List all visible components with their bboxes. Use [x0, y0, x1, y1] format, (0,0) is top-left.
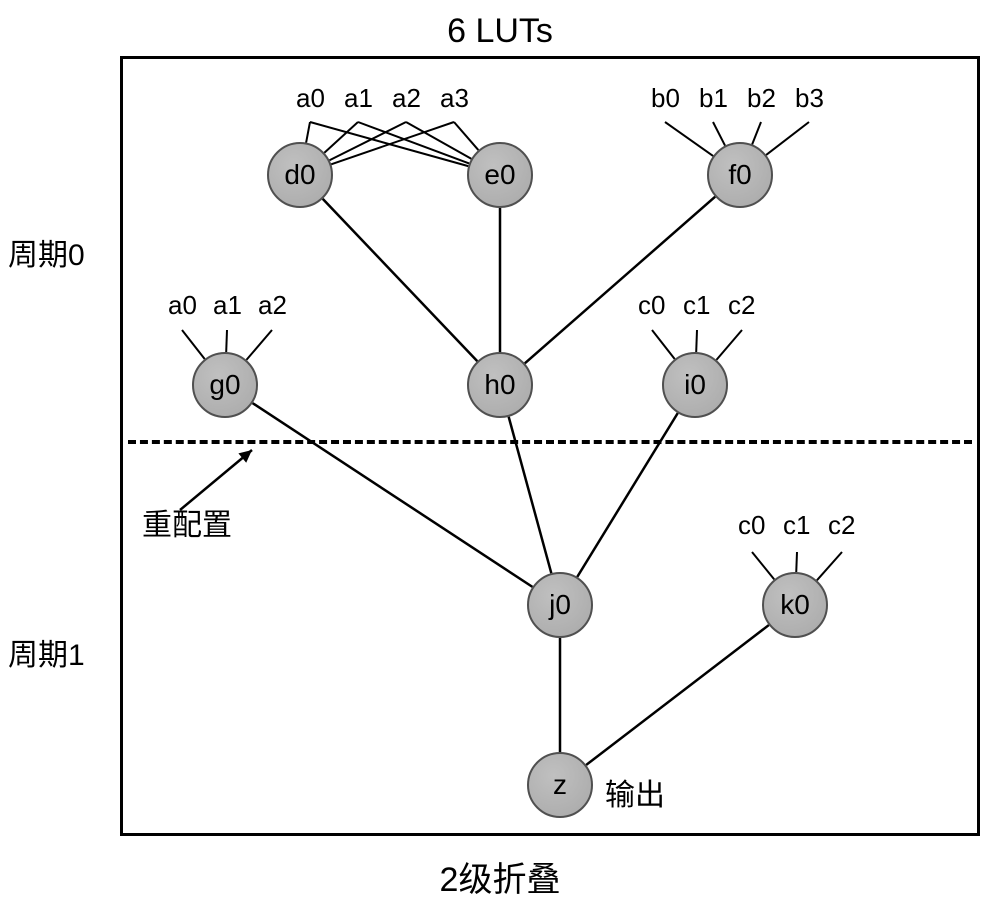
input-label-f0-1: b1 [699, 83, 728, 114]
output-label: 输出 [605, 770, 665, 814]
input-label-shared_de-0: a0 [296, 83, 325, 114]
diagram-canvas: 6 LUTs 2级折叠 周期0 周期1 重配置 输出 d0 e0 f0 g0 h0 i0 j… [0, 0, 1000, 906]
input-label-k0-2: c2 [828, 510, 855, 541]
input-label-f0-0: b0 [651, 83, 680, 114]
node-e0: e0 [467, 142, 533, 208]
reconfig-label: 重配置 [142, 500, 232, 544]
footer-text: 2级折叠 [440, 852, 561, 901]
node-i0: i0 [662, 352, 728, 418]
input-label-i0-2: c2 [728, 290, 755, 321]
cycle1-label: 周期1 [8, 630, 85, 674]
node-d0: d0 [267, 142, 333, 208]
input-label-g0-2: a2 [258, 290, 287, 321]
input-label-k0-1: c1 [783, 510, 810, 541]
input-label-f0-3: b3 [795, 83, 824, 114]
title-text: 6 LUTs [447, 12, 553, 51]
node-g0: g0 [192, 352, 258, 418]
dashed-divider [128, 440, 972, 444]
input-label-k0-0: c0 [738, 510, 765, 541]
input-label-f0-2: b2 [747, 83, 776, 114]
node-f0: f0 [707, 142, 773, 208]
diagram-frame [120, 56, 980, 836]
input-label-shared_de-1: a1 [344, 83, 373, 114]
node-h0: h0 [467, 352, 533, 418]
input-label-shared_de-3: a3 [440, 83, 469, 114]
input-label-g0-0: a0 [168, 290, 197, 321]
input-label-i0-0: c0 [638, 290, 665, 321]
input-label-g0-1: a1 [213, 290, 242, 321]
input-label-i0-1: c1 [683, 290, 710, 321]
input-label-shared_de-2: a2 [392, 83, 421, 114]
node-z: z [527, 752, 593, 818]
cycle0-label: 周期0 [8, 230, 85, 274]
node-j0: j0 [527, 572, 593, 638]
node-k0: k0 [762, 572, 828, 638]
